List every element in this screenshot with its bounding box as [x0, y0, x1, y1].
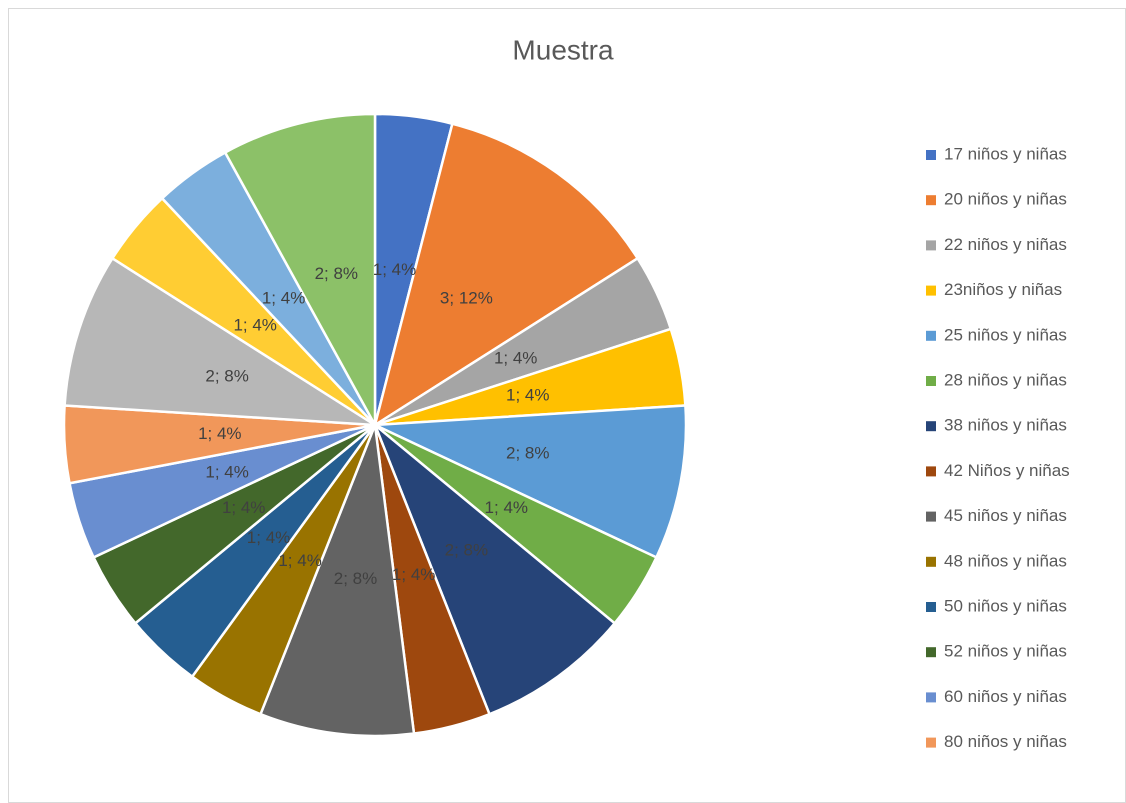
data-label: 1; 4% [247, 528, 290, 547]
legend-swatch [926, 602, 936, 612]
legend-label: 23niños y niñas [944, 280, 1062, 299]
pie-slice [223, 112, 377, 426]
legend-swatch [926, 150, 936, 160]
legend-label: 48 niños y niñas [944, 551, 1067, 570]
pie-slice [373, 424, 617, 716]
pie-slice [63, 256, 376, 427]
legend-swatch [926, 511, 936, 522]
legend-label: 22 niños y niñas [944, 235, 1067, 254]
legend-swatch [926, 647, 936, 658]
data-label: 1; 4% [494, 348, 537, 367]
data-label: 1; 4% [198, 424, 241, 443]
data-label: 1; 4% [233, 315, 276, 334]
legend-label: 38 niños y niñas [944, 416, 1067, 435]
legend-swatch [926, 285, 936, 296]
data-label: 1; 4% [278, 551, 321, 570]
legend-label: 25 niños y niñas [944, 325, 1067, 344]
legend-swatch [926, 240, 936, 251]
legend-swatch [926, 376, 936, 386]
data-label: 1; 4% [373, 260, 416, 279]
legend-swatch [926, 330, 936, 341]
data-label: 2; 8% [334, 569, 377, 588]
data-label: 1; 4% [392, 565, 435, 584]
data-label: 1; 4% [262, 289, 305, 308]
legend-label: 45 niños y niñas [944, 506, 1067, 525]
pie-slice [373, 122, 640, 428]
chart-title: Muestra [512, 34, 614, 65]
data-label: 2; 8% [205, 366, 248, 385]
legend-swatch [926, 466, 936, 477]
legend-swatch [926, 556, 936, 567]
data-label: 1; 4% [485, 498, 528, 517]
legend-label: 80 niños y niñas [944, 732, 1067, 751]
legend-swatch [926, 421, 936, 432]
data-label: 2; 8% [315, 264, 358, 283]
legend-label: 42 Niños y niñas [944, 461, 1070, 480]
data-label: 2; 8% [445, 540, 488, 559]
legend-label: 52 niños y niñas [944, 642, 1067, 661]
data-label: 2; 8% [506, 444, 549, 463]
legend-label: 50 niños y niñas [944, 596, 1067, 615]
legend-swatch [926, 195, 936, 206]
data-label: 1; 4% [222, 498, 265, 517]
legend-label: 60 niños y niñas [944, 687, 1067, 706]
data-label: 1; 4% [205, 463, 248, 482]
legend-label: 17 niños y niñas [944, 144, 1067, 163]
pie-slice [258, 424, 416, 738]
data-label: 1; 4% [506, 385, 549, 404]
legend-label: 20 niños y niñas [944, 190, 1067, 209]
pie-slice [374, 404, 688, 560]
legend-swatch [926, 737, 936, 748]
legend-label: 28 niños y niñas [944, 370, 1067, 389]
data-label: 3; 12% [440, 289, 493, 308]
legend-swatch [926, 692, 936, 703]
